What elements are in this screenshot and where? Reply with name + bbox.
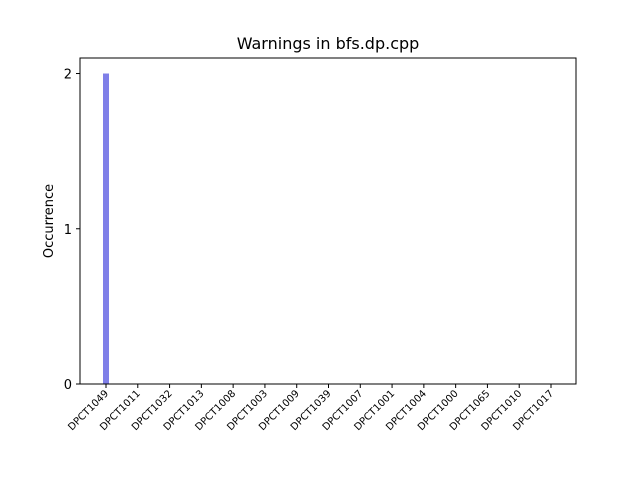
y-tick-label: 2 <box>64 68 72 83</box>
y-tick-label: 1 <box>64 223 72 238</box>
y-axis: 0 1 2 <box>64 68 80 393</box>
y-axis-label: Occurrence <box>42 184 57 258</box>
bars <box>103 73 109 385</box>
bar-dpct1049 <box>103 73 109 385</box>
plot-frame <box>79 57 577 385</box>
plot-area: 0 1 2 DPCT1049DPCT1011DPCT1032DPCT1013DPCT… <box>64 57 577 433</box>
y-tick-label: 0 <box>64 378 72 393</box>
chart-title: Warnings in bfs.dp.cpp <box>237 34 420 53</box>
x-axis: DPCT1049DPCT1011DPCT1032DPCT1013DPCT1008… <box>66 384 556 433</box>
